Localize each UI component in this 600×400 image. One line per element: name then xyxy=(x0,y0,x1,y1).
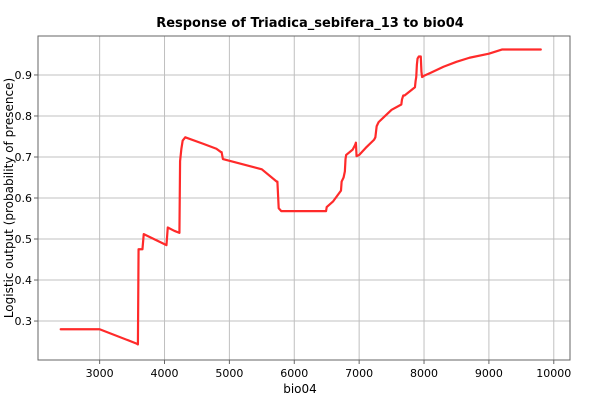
y-tick-label: 0.7 xyxy=(15,151,33,164)
x-tick-label: 3000 xyxy=(86,367,114,380)
y-tick-label: 0.8 xyxy=(15,110,33,123)
y-tick-label: 0.6 xyxy=(15,192,33,205)
y-axis-ticks: 0.3 0.4 0.5 0.6 0.7 0.8 0.9 xyxy=(15,69,38,328)
grid xyxy=(38,36,570,360)
y-tick-label: 0.4 xyxy=(15,274,33,287)
x-tick-label: 10000 xyxy=(536,367,571,380)
x-tick-label: 7000 xyxy=(345,367,373,380)
x-tick-label: 9000 xyxy=(475,367,503,380)
y-tick-label: 0.5 xyxy=(15,233,33,246)
y-tick-label: 0.9 xyxy=(15,69,33,82)
x-tick-label: 5000 xyxy=(215,367,243,380)
x-tick-label: 8000 xyxy=(410,367,438,380)
response-curve xyxy=(59,48,542,346)
chart-title: Response of Triadica_sebifera_13 to bio0… xyxy=(156,16,464,31)
y-axis-label: Logistic output (probability of presence… xyxy=(2,78,16,318)
y-tick-label: 0.3 xyxy=(15,315,33,328)
x-tick-label: 4000 xyxy=(151,367,179,380)
series-layer xyxy=(59,48,542,346)
x-tick-label: 6000 xyxy=(280,367,308,380)
x-axis-ticks: 3000 4000 5000 6000 7000 8000 9000 10000 xyxy=(86,360,571,380)
x-axis-label: bio04 xyxy=(283,382,317,396)
